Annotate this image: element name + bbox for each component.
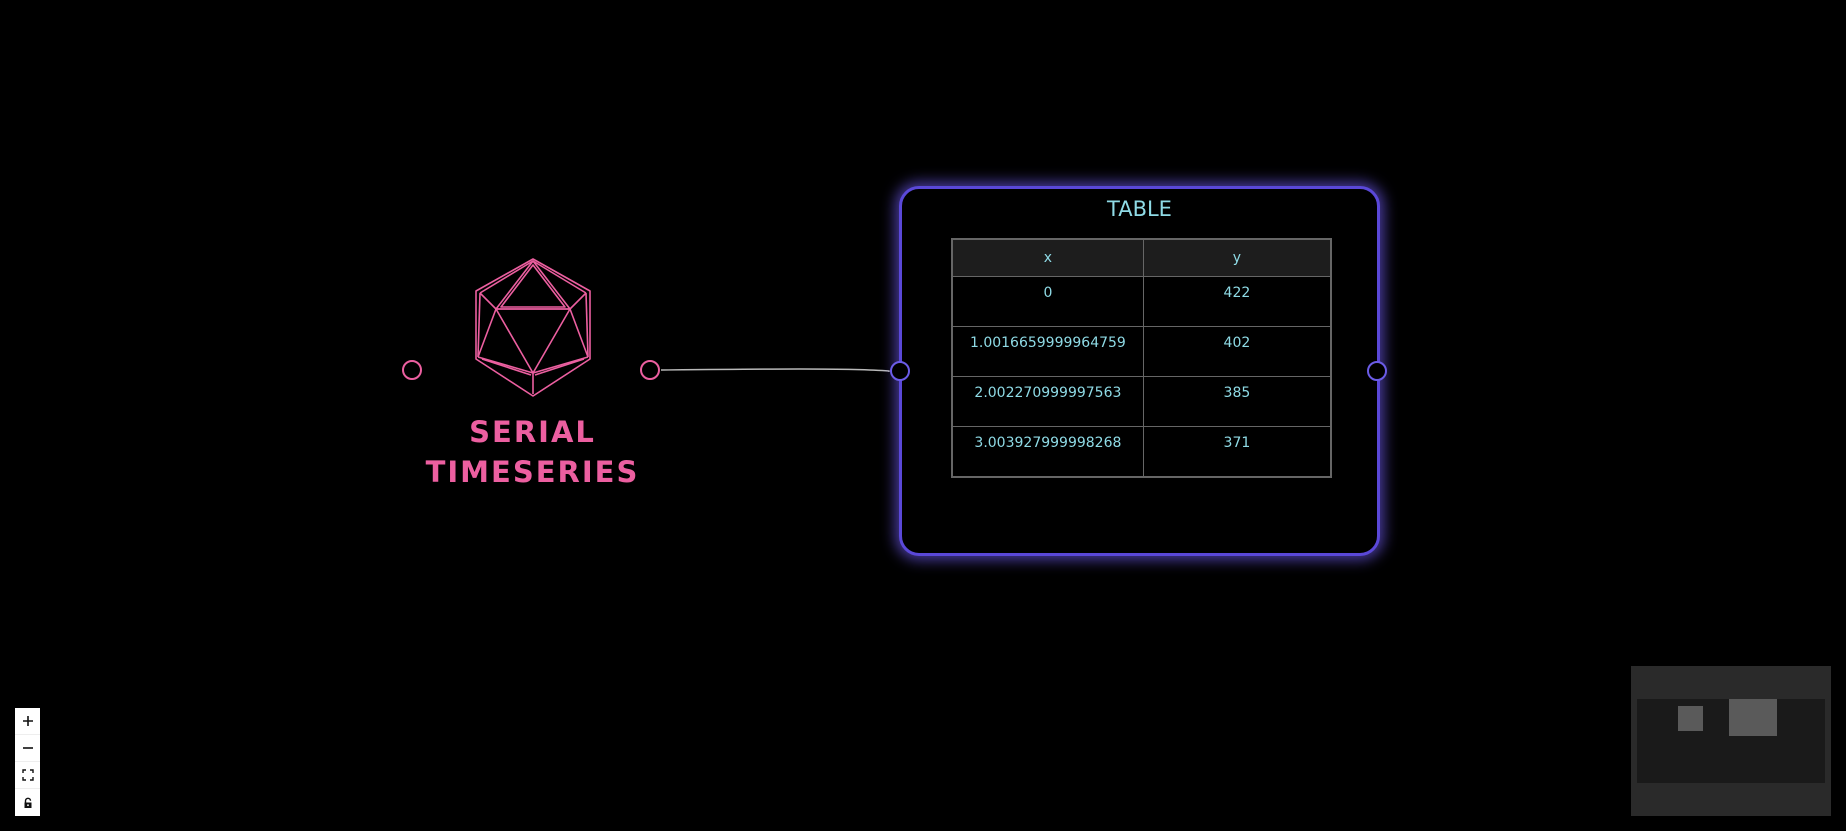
fit-view-icon	[21, 769, 34, 781]
fit-view-button[interactable]	[15, 762, 40, 789]
serial-label-line2: TIMESERIES	[425, 455, 640, 489]
table-output-handle[interactable]	[1367, 361, 1387, 381]
table-cell-x: 0	[951, 276, 1144, 327]
table-header-row: x y	[951, 238, 1332, 277]
minimap-viewport[interactable]	[1637, 699, 1825, 783]
table-cell-x: 3.003927999998268	[951, 426, 1144, 477]
data-table: x y 0 422 1.0016659999964759 402 2.00227…	[951, 238, 1332, 478]
table-row: 3.003927999998268 371	[951, 426, 1332, 477]
minus-icon	[22, 747, 33, 749]
column-header-y: y	[1142, 238, 1332, 277]
table-row: 1.0016659999964759 402	[951, 326, 1332, 377]
lock-icon	[24, 797, 31, 808]
serial-timeseries-node[interactable]: SERIAL TIMESERIES	[420, 255, 645, 495]
table-cell-y: 422	[1142, 276, 1332, 327]
table-row: 0 422	[951, 276, 1332, 327]
minimap-node-serial	[1678, 706, 1703, 731]
icosahedron-icon	[475, 258, 591, 397]
table-cell-y: 402	[1142, 326, 1332, 377]
table-input-handle[interactable]	[890, 361, 910, 381]
flow-controls	[15, 708, 40, 816]
table-node-title: TABLE	[1107, 197, 1172, 221]
table-cell-x: 2.002270999997563	[951, 376, 1144, 427]
lock-button[interactable]	[15, 789, 40, 816]
zoom-in-button[interactable]	[15, 708, 40, 735]
column-header-x: x	[951, 238, 1144, 277]
serial-input-handle[interactable]	[402, 360, 422, 380]
table-cell-y: 385	[1142, 376, 1332, 427]
serial-output-handle[interactable]	[640, 360, 660, 380]
minimap[interactable]	[1631, 666, 1831, 816]
minimap-node-table	[1729, 699, 1777, 736]
edge-serial-to-table[interactable]	[660, 368, 890, 372]
serial-node-label: SERIAL TIMESERIES	[420, 412, 645, 492]
table-cell-x: 1.0016659999964759	[951, 326, 1144, 377]
table-cell-y: 371	[1142, 426, 1332, 477]
plus-icon	[22, 716, 33, 726]
serial-label-line1: SERIAL	[469, 415, 596, 449]
table-node[interactable]: TABLE x y 0 422 1.0016659999964759 402 2…	[899, 186, 1380, 556]
zoom-out-button[interactable]	[15, 735, 40, 762]
table-row: 2.002270999997563 385	[951, 376, 1332, 427]
